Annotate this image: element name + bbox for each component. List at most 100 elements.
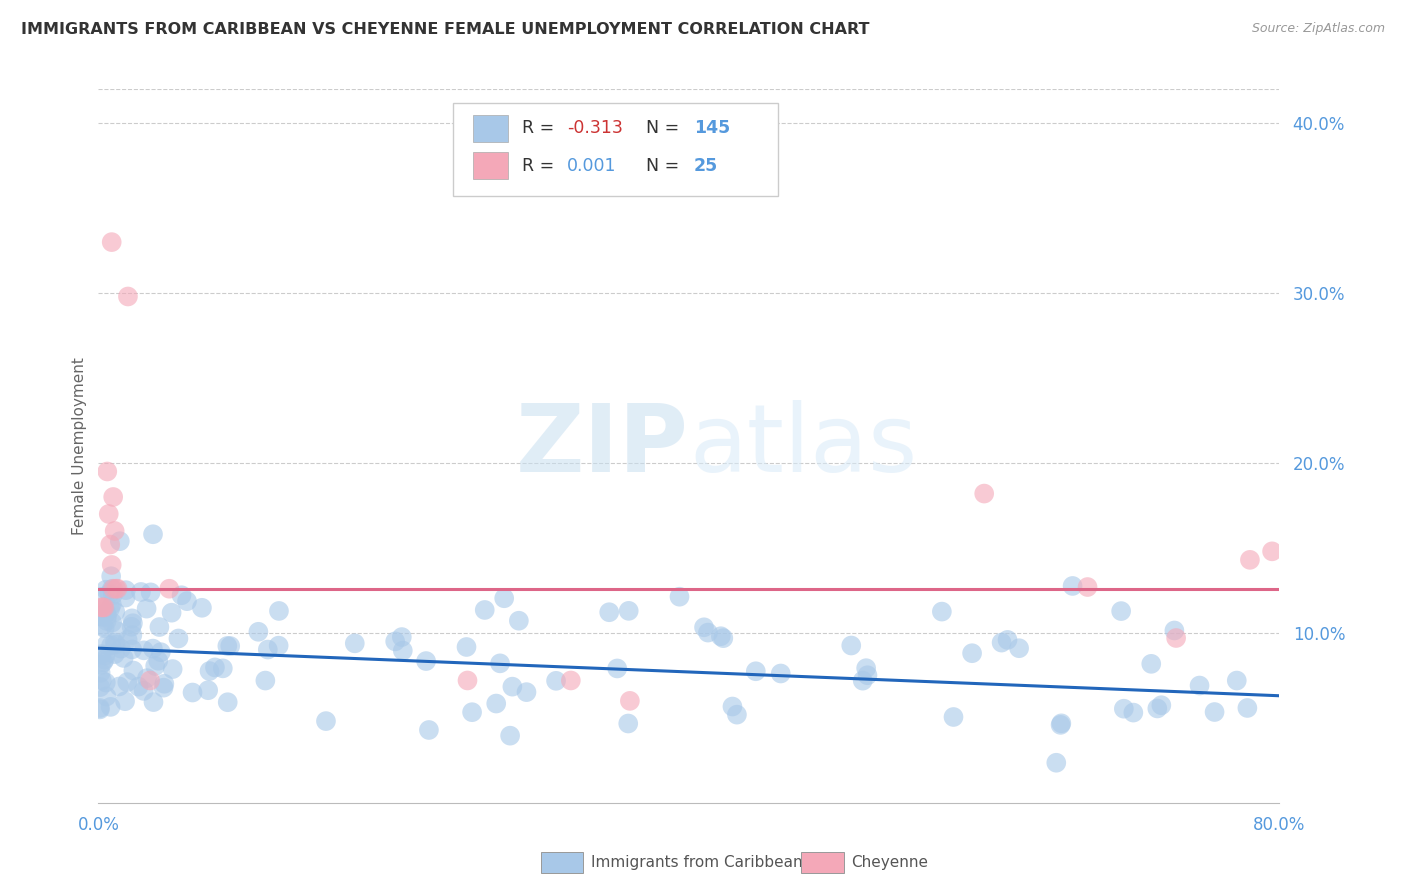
Point bbox=[148, 620, 170, 634]
Point bbox=[132, 684, 155, 698]
Point bbox=[94, 582, 117, 597]
Point bbox=[90, 673, 112, 688]
Point bbox=[115, 583, 138, 598]
Point bbox=[198, 664, 221, 678]
Point bbox=[508, 614, 530, 628]
Point bbox=[668, 590, 690, 604]
Point bbox=[489, 657, 512, 671]
Point bbox=[1112, 702, 1135, 716]
Point bbox=[104, 635, 127, 649]
Text: -0.313: -0.313 bbox=[567, 120, 623, 137]
Point bbox=[1140, 657, 1163, 671]
Point bbox=[121, 642, 143, 657]
Text: 145: 145 bbox=[693, 120, 730, 137]
Point bbox=[93, 602, 115, 616]
Point bbox=[142, 695, 165, 709]
Point bbox=[499, 729, 522, 743]
Point bbox=[461, 705, 484, 719]
Point bbox=[90, 657, 112, 672]
Text: 0.001: 0.001 bbox=[567, 157, 617, 175]
Point bbox=[128, 680, 150, 694]
Point bbox=[143, 659, 166, 673]
Point bbox=[315, 714, 337, 728]
Point bbox=[217, 639, 239, 653]
Point bbox=[90, 600, 112, 615]
Point bbox=[1226, 673, 1249, 688]
Text: R =: R = bbox=[523, 157, 560, 175]
Point bbox=[1239, 553, 1261, 567]
Text: 25: 25 bbox=[693, 157, 718, 175]
Point bbox=[515, 685, 537, 699]
Point bbox=[139, 673, 162, 688]
Point bbox=[693, 620, 716, 634]
Point bbox=[1150, 698, 1173, 713]
Point bbox=[343, 636, 366, 650]
Point bbox=[418, 723, 440, 737]
Point bbox=[98, 537, 121, 551]
Point bbox=[122, 616, 145, 631]
Point bbox=[94, 648, 117, 663]
Point bbox=[105, 624, 128, 638]
Point bbox=[197, 683, 219, 698]
Point bbox=[121, 628, 143, 642]
Text: N =: N = bbox=[647, 120, 685, 137]
Point bbox=[721, 699, 744, 714]
Point bbox=[91, 619, 114, 633]
Point bbox=[1122, 706, 1144, 720]
Point bbox=[89, 608, 111, 623]
Point bbox=[104, 524, 127, 538]
Point bbox=[711, 631, 734, 645]
Point bbox=[456, 640, 478, 654]
Point bbox=[256, 642, 278, 657]
Text: Source: ZipAtlas.com: Source: ZipAtlas.com bbox=[1251, 22, 1385, 36]
Point bbox=[94, 606, 117, 620]
Point bbox=[474, 603, 496, 617]
Point bbox=[485, 697, 508, 711]
Point bbox=[494, 591, 516, 606]
Point bbox=[725, 707, 748, 722]
Point bbox=[90, 647, 112, 661]
Text: N =: N = bbox=[647, 157, 685, 175]
Point bbox=[1109, 604, 1132, 618]
Point bbox=[98, 586, 121, 600]
Point bbox=[839, 639, 862, 653]
Point bbox=[997, 632, 1019, 647]
Text: Cheyenne: Cheyenne bbox=[851, 855, 928, 870]
Point bbox=[100, 235, 122, 249]
Point bbox=[96, 465, 118, 479]
Point bbox=[105, 582, 128, 596]
Point bbox=[1166, 631, 1188, 645]
Point bbox=[167, 632, 190, 646]
Point bbox=[931, 605, 953, 619]
Point bbox=[1050, 716, 1073, 731]
Point bbox=[560, 673, 582, 688]
Point bbox=[697, 625, 720, 640]
Point bbox=[90, 665, 112, 680]
Point bbox=[142, 641, 165, 656]
Point bbox=[391, 630, 413, 644]
Point bbox=[100, 569, 122, 583]
Point bbox=[1204, 705, 1226, 719]
Point bbox=[108, 680, 131, 694]
Point bbox=[94, 675, 117, 690]
Point bbox=[103, 582, 125, 596]
Point bbox=[544, 673, 567, 688]
Point bbox=[157, 582, 180, 596]
Point bbox=[132, 643, 155, 657]
Point bbox=[96, 608, 118, 623]
Point bbox=[1077, 580, 1099, 594]
Point bbox=[247, 624, 270, 639]
Point bbox=[415, 654, 437, 668]
Point bbox=[98, 601, 121, 615]
Point bbox=[162, 662, 184, 676]
Point bbox=[101, 588, 124, 602]
Point bbox=[89, 702, 111, 716]
Point bbox=[973, 486, 995, 500]
Point bbox=[391, 643, 413, 657]
Point bbox=[457, 673, 479, 688]
Point bbox=[96, 614, 118, 628]
Text: R =: R = bbox=[523, 120, 560, 137]
Point bbox=[107, 582, 129, 596]
Point bbox=[1163, 624, 1185, 638]
Point bbox=[148, 654, 170, 668]
